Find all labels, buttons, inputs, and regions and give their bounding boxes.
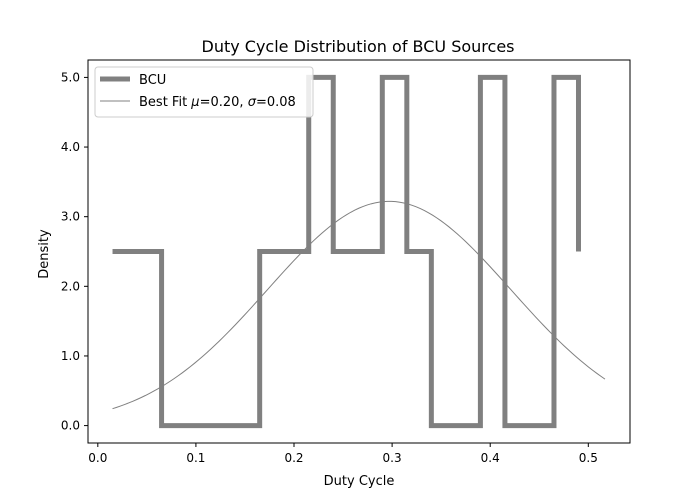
best-fit-curve <box>112 200 606 410</box>
chart-title: Duty Cycle Distribution of BCU Sources <box>202 37 515 56</box>
legend-label-best-fit: Best Fit μ=0.20, σ=0.08 <box>139 95 296 110</box>
y-tick-label: 3.0 <box>61 210 80 224</box>
y-tick-label: 5.0 <box>61 70 80 84</box>
x-tick-label: 0.3 <box>383 451 402 465</box>
y-tick-label: 0.0 <box>61 419 80 433</box>
legend-mu-symbol: μ <box>190 95 199 110</box>
legend-sigma-symbol: σ <box>248 95 257 110</box>
plot-area: 0.0 0.1 0.2 0.3 0.4 0.5 0.0 1.0 2.0 3.0 4.0 5.0 <box>61 59 631 465</box>
x-axis-label: Duty Cycle <box>324 474 395 489</box>
series-layer <box>112 74 606 429</box>
y-tick-label: 1.0 <box>61 349 80 363</box>
x-tick-label: 0.2 <box>284 451 303 465</box>
x-tick-label: 0.4 <box>481 451 500 465</box>
legend-best-fit-prefix: Best Fit <box>139 95 191 110</box>
x-axis-ticks: 0.0 0.1 0.2 0.3 0.4 0.5 <box>88 443 598 465</box>
legend-mu-value: =0.20, <box>200 95 248 110</box>
legend-box <box>94 66 314 118</box>
legend: BCU Best Fit μ=0.20, σ=0.08 <box>94 66 314 118</box>
y-axis-label: Density <box>37 229 52 279</box>
bcu-step-line <box>112 74 581 429</box>
x-tick-label: 0.0 <box>88 451 107 465</box>
x-tick-label: 0.1 <box>186 451 205 465</box>
legend-sigma-value: =0.08 <box>256 95 296 110</box>
y-axis-ticks: 0.0 1.0 2.0 3.0 4.0 5.0 <box>61 70 88 433</box>
y-tick-label: 2.0 <box>61 279 80 293</box>
y-tick-label: 4.0 <box>61 140 80 154</box>
x-tick-label: 0.5 <box>579 451 598 465</box>
legend-label-bcu: BCU <box>139 73 166 88</box>
